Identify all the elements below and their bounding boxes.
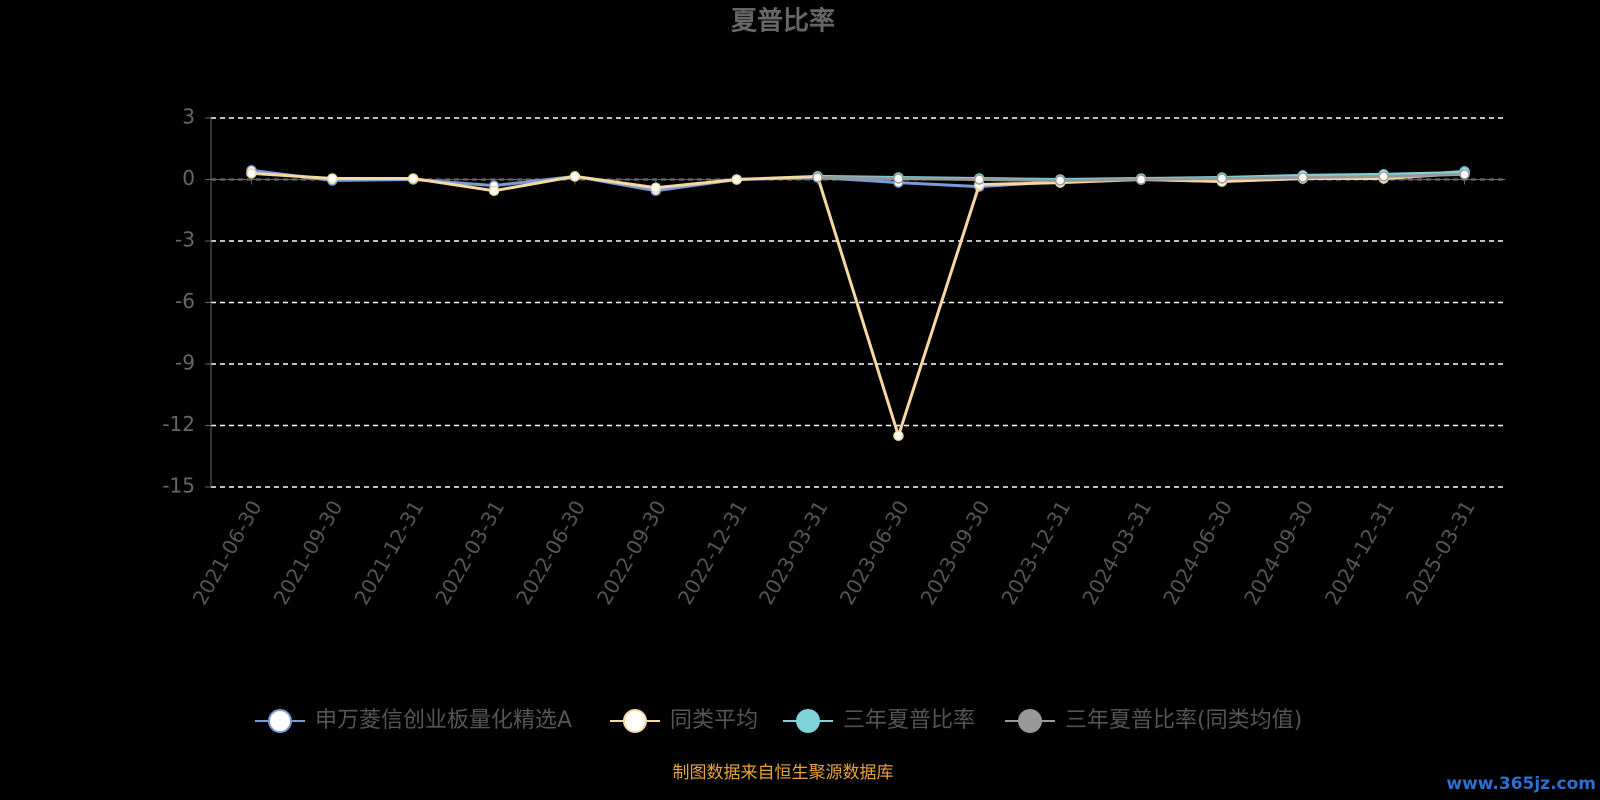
data-point (488, 185, 500, 197)
legend-symbol (796, 709, 820, 733)
data-point (407, 173, 419, 184)
series-line (251, 171, 1465, 441)
data-point (731, 174, 742, 185)
chart-title: 夏普比率 (731, 6, 835, 37)
data-point (246, 168, 257, 179)
legend-item[interactable]: 三年夏普比率(同类均值) (1005, 708, 1302, 733)
legend-symbol (623, 709, 647, 733)
source-note: 制图数据来自恒生聚源数据库 (673, 763, 894, 783)
data-point (1378, 171, 1389, 182)
legend-item[interactable]: 同类平均 (610, 708, 758, 733)
y-tick-label: -9 (175, 351, 195, 375)
data-point (327, 173, 338, 184)
data-point (974, 174, 985, 185)
data-point (1216, 173, 1228, 184)
legend-label: 三年夏普比率 (843, 708, 975, 733)
data-point (893, 430, 904, 441)
data-point (569, 171, 581, 182)
y-tick-label: 0 (182, 166, 195, 190)
watermark: www.365jz.com (1446, 774, 1596, 794)
data-point (812, 172, 823, 183)
data-point (893, 173, 904, 184)
y-tick-label: -3 (175, 228, 195, 252)
legend-symbol (268, 709, 292, 733)
data-point (1054, 175, 1066, 186)
legend-label: 申万菱信创业板量化精选A (315, 708, 572, 733)
y-tick-label: 3 (182, 105, 195, 129)
legend-item[interactable]: 申万菱信创业板量化精选A (255, 708, 572, 733)
legend-symbol (1018, 709, 1042, 733)
legend-label: 三年夏普比率(同类均值) (1065, 708, 1302, 733)
y-tick-label: -15 (162, 474, 195, 498)
data-point (1135, 174, 1147, 185)
legend-item[interactable]: 三年夏普比率 (783, 708, 975, 733)
y-tick-label: -12 (162, 412, 195, 436)
legend-label: 同类平均 (670, 708, 758, 733)
y-tick-label: -6 (175, 289, 195, 313)
data-point (1459, 169, 1470, 180)
data-point (1297, 172, 1309, 183)
data-point (650, 182, 662, 193)
